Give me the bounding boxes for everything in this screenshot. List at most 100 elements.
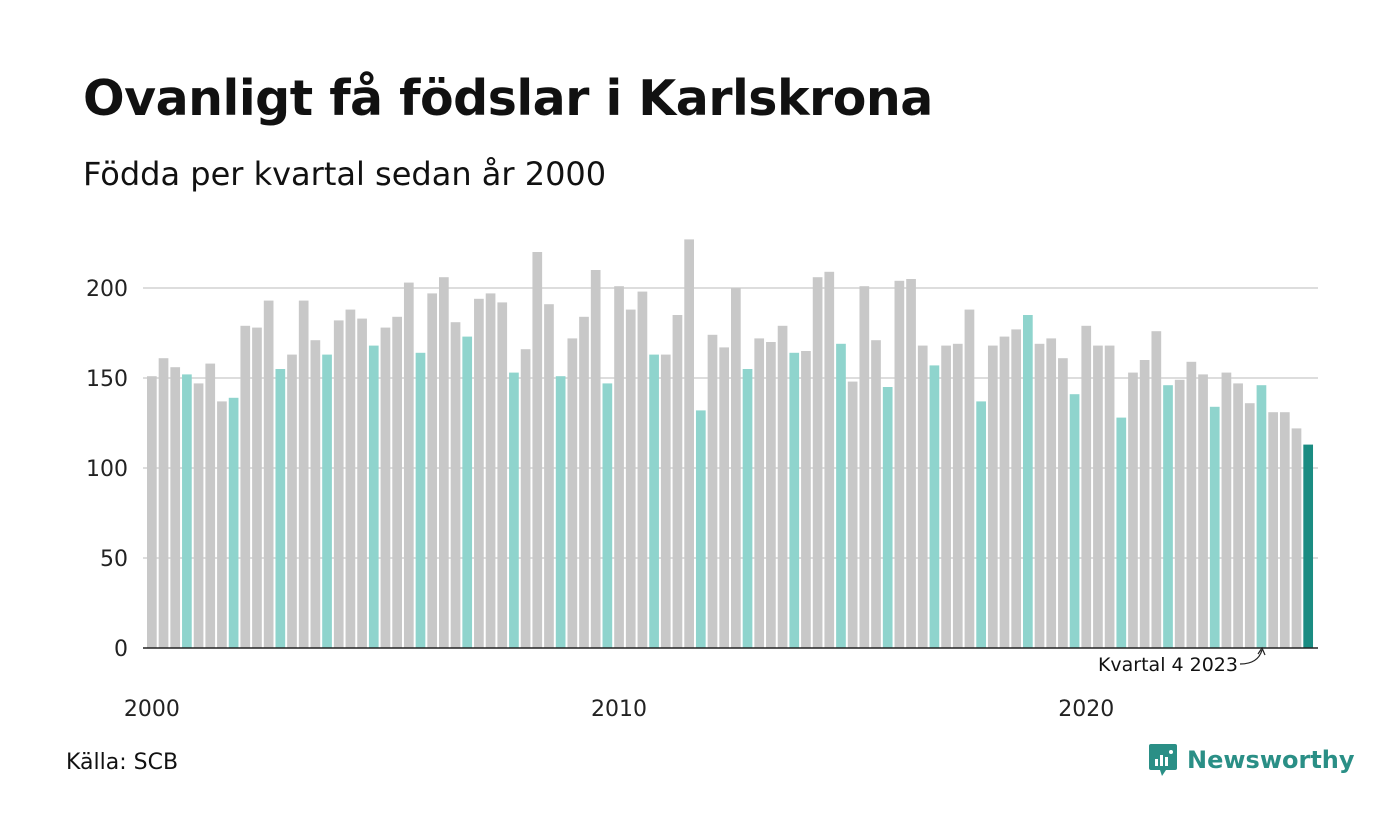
bar [462, 336, 473, 648]
bar [871, 340, 881, 648]
bar [602, 383, 613, 648]
bar [777, 325, 788, 648]
bar [310, 340, 321, 648]
bar [952, 343, 963, 648]
y-tick-label: 50 [100, 547, 128, 572]
bar [1209, 406, 1220, 648]
bar [719, 347, 730, 648]
bar [1279, 412, 1290, 648]
bar [801, 351, 811, 648]
bar [415, 352, 426, 648]
bar [228, 397, 239, 648]
bar [1023, 315, 1033, 648]
bar [1081, 325, 1092, 648]
bar [614, 286, 624, 648]
bar [240, 325, 251, 648]
bar [672, 315, 683, 648]
bar [1139, 360, 1150, 648]
bar [1291, 428, 1302, 648]
bar [392, 316, 402, 648]
bar [298, 300, 309, 648]
bar [345, 309, 356, 648]
bar [450, 322, 461, 648]
bar [882, 387, 893, 648]
bar [906, 279, 916, 648]
bar [158, 358, 169, 648]
bar [625, 309, 636, 648]
y-tick-label: 0 [114, 637, 128, 662]
bar [649, 354, 659, 648]
bar [824, 271, 835, 648]
bar [1233, 383, 1243, 648]
bar [287, 354, 297, 648]
bar [1244, 403, 1255, 648]
bar [474, 298, 484, 648]
bar [368, 345, 379, 648]
bar [894, 280, 905, 648]
bar [695, 410, 706, 648]
bar [567, 338, 578, 648]
bar [357, 318, 367, 648]
bar [1046, 338, 1057, 648]
bar [532, 252, 543, 648]
bar [1151, 331, 1162, 648]
bar [1163, 385, 1173, 648]
bar [742, 369, 753, 648]
bar [217, 401, 227, 648]
bar [544, 304, 554, 648]
bar [789, 352, 800, 648]
bar [322, 354, 332, 648]
bar [147, 376, 157, 648]
chart-subtitle: Födda per kvartal sedan år 2000 [83, 155, 607, 193]
bar [836, 343, 846, 648]
bar [812, 277, 823, 648]
bar [731, 288, 741, 648]
bar [987, 345, 998, 648]
bar [275, 369, 286, 648]
annotation-arrowhead [1257, 646, 1266, 656]
bar [1034, 343, 1045, 648]
newsworthy-logo-icon [1149, 744, 1177, 776]
bar [182, 374, 192, 648]
bar [555, 376, 566, 648]
bar [847, 381, 858, 648]
bar [941, 345, 951, 648]
bar [1104, 345, 1115, 648]
bar [976, 401, 986, 648]
bar [660, 354, 671, 648]
bar [509, 372, 519, 648]
bar [754, 338, 765, 648]
bar [707, 334, 718, 648]
bar [1058, 358, 1068, 648]
bar [497, 302, 508, 648]
bar [1198, 374, 1208, 648]
bar [859, 286, 870, 648]
annotation-label: Kvartal 4 2023 [1098, 654, 1238, 676]
bar [427, 293, 438, 648]
bar [205, 363, 216, 648]
bar [252, 327, 262, 648]
bar [1303, 444, 1314, 648]
bar [1093, 345, 1103, 648]
annotation-arrow [1239, 649, 1263, 665]
bar [403, 282, 414, 648]
x-tick-label: 2010 [591, 697, 647, 722]
bar [485, 293, 496, 648]
bar [1069, 394, 1080, 648]
y-tick-label: 150 [86, 367, 128, 392]
bar [684, 239, 694, 648]
bar [999, 336, 1010, 648]
y-tick-label: 200 [86, 277, 128, 302]
chart-title: Ovanligt få födslar i Karlskrona [83, 70, 933, 127]
x-tick-label: 2020 [1058, 697, 1114, 722]
bar [380, 327, 391, 648]
bar [1268, 412, 1278, 648]
brand[interactable]: Newsworthy [1148, 742, 1355, 778]
bar [439, 277, 449, 648]
bar [1256, 385, 1267, 648]
bar [1221, 372, 1232, 648]
bar [1128, 372, 1138, 648]
bar [1011, 329, 1022, 648]
bar [964, 309, 975, 648]
x-tick-label: 2000 [124, 697, 180, 722]
